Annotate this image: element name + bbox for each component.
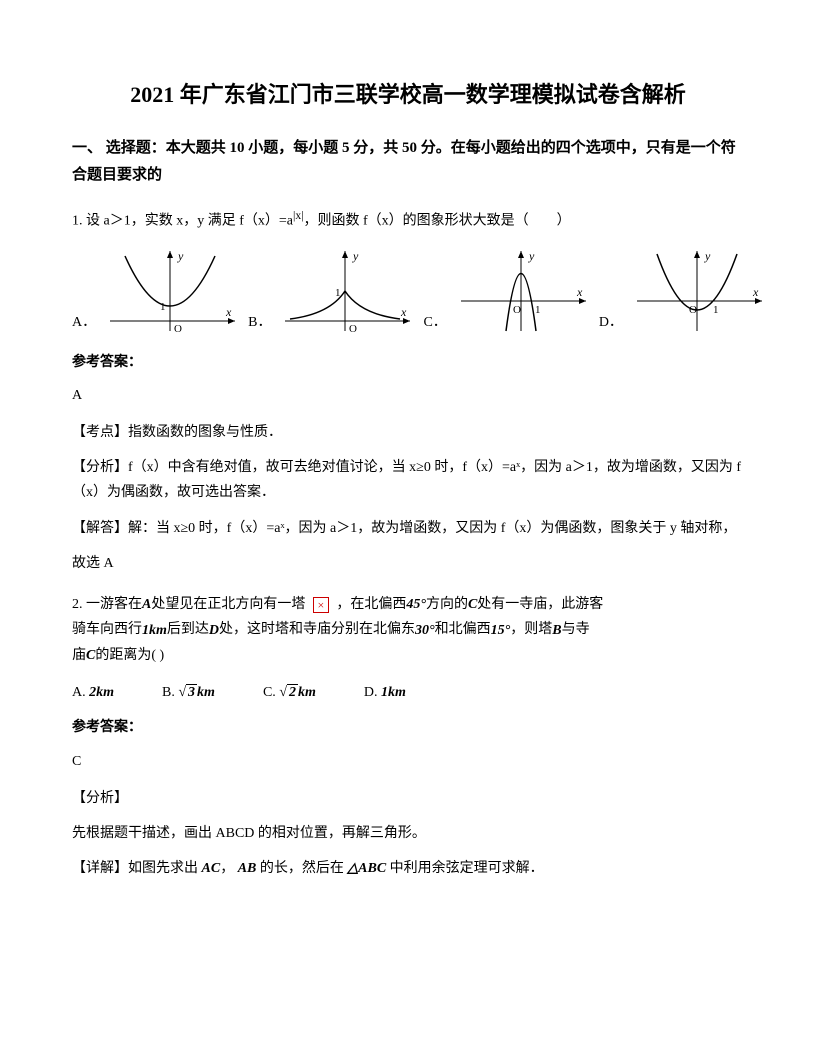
section-header: 一、 选择题：本大题共 10 小题，每小题 5 分，共 50 分。在每小题给出的… [72,135,744,189]
q2-A: A [142,592,151,617]
q2-opt-d: D. 1km [364,680,406,705]
svg-text:1: 1 [335,287,341,299]
graph-c: O 1 y x [451,246,591,336]
q2-C: C [468,592,477,617]
q2-analysis-hdr: 【分析】 [72,786,744,811]
svg-text:1: 1 [713,304,719,316]
graph-a: 1 O y x [100,246,240,336]
q2-opt-a-val: 2km [89,680,114,705]
svg-text:O: O [689,304,697,316]
q1-label-d: D． [599,310,623,335]
q2-options: A. 2km B. √3km C. √2km D. 1km [72,680,744,705]
q2-opt-b-unit: km [197,685,215,700]
q2-opt-c-label: C. [263,685,276,700]
q1-label-b: B． [248,310,271,335]
q2-p13: 的距离为( ) [95,648,164,663]
q2-ang3: 15° [491,618,511,643]
q1-label-a: A． [72,310,96,335]
q1-option-c: C． O 1 y x [423,246,590,336]
q1-stem-sup: |x| [293,209,304,222]
svg-text:x: x [400,305,407,319]
q1-answer: A [72,383,744,408]
q2-opt-b-rad: 3 [186,684,197,700]
svg-text:x: x [752,285,759,299]
q2-AB: AB [238,856,257,881]
q2-opt-c-unit: km [298,685,316,700]
q2-dist: 1km [142,618,167,643]
q2-opt-d-label: D. [364,685,378,700]
svg-text:x: x [225,305,232,319]
svg-text:y: y [528,249,535,263]
q2-detail-p2: 的长，然后在 [260,861,344,876]
q1-solve: 【解答】解：当 x≥0 时，f（x）=aˣ，因为 a＞1，故为增函数，又因为 f… [72,516,744,541]
q2-answer-header: 参考答案： [72,715,744,740]
q2-answer: C [72,749,744,774]
q2-opt-a-label: A. [72,685,86,700]
q2-opt-c: C. √2km [263,680,316,705]
question-2: 2. 一游客在A处望见在正北方向有一塔 × ，在北偏西45°方向的C处有一寺庙，… [72,592,744,668]
q2-p7: 后到达 [167,622,209,637]
q2-ang1: 45° [406,592,426,617]
q2-p12: 庙 [72,648,86,663]
q2-opt-d-val: 1km [381,680,406,705]
svg-text:1: 1 [535,304,541,316]
q2-B: B [552,618,561,643]
q1-label-c: C． [423,310,446,335]
q1-graph-row: A． 1 O y x B． 1 O y x C． [72,246,744,336]
q1-stem-suffix: ，则函数 f（x）的图象形状大致是（ ） [304,213,571,228]
svg-text:x: x [576,285,583,299]
q2-D: D [209,618,219,643]
graph-d: O 1 y x [627,246,767,336]
svg-text:1: 1 [160,301,166,313]
q1-option-a: A． 1 O y x [72,246,240,336]
q1-option-d: D． O 1 y x [599,246,767,336]
q2-p11: 与寺 [562,622,590,637]
q2-p8: 处，这时塔和寺庙分别在北偏东 [219,622,415,637]
q1-option-b: B． 1 O y x [248,246,415,336]
q1-stem-prefix: 1. 设 a＞1，实数 x，y 满足 f（x）=a [72,213,293,228]
graph-b: 1 O y x [275,246,415,336]
svg-text:y: y [177,249,184,263]
q2-p2: 处望见在正北方向有一塔 [151,597,305,612]
q2-C2: C [86,643,95,668]
q2-comma: ， [220,861,234,876]
q2-analysis-body: 先根据题干描述，画出 ABCD 的相对位置，再解三角形。 [72,821,744,846]
svg-text:O: O [174,323,182,335]
q1-analysis: 【分析】f（x）中含有绝对值，故可去绝对值讨论，当 x≥0 时，f（x）=aˣ，… [72,455,744,505]
broken-image-icon: × [313,597,329,613]
q2-opt-b-label: B. [162,685,175,700]
q2-opt-b: B. √3km [162,680,215,705]
q2-ABC: △ABC [347,856,386,881]
q2-p1: 2. 一游客在 [72,597,142,612]
q1-answer-header: 参考答案： [72,350,744,375]
q2-p4: 方向的 [426,597,468,612]
q2-ang2: 30° [415,618,435,643]
q2-p5: 处有一寺庙，此游客 [477,597,603,612]
svg-text:y: y [352,249,359,263]
svg-text:O: O [349,323,357,335]
q2-p9: 和北偏西 [435,622,491,637]
q1-conclude: 故选 A [72,551,744,576]
q2-detail: 【详解】如图先求出 AC， AB 的长，然后在 △ABC 中利用余弦定理可求解． [72,856,744,881]
q2-p10: ，则塔 [510,622,552,637]
q2-opt-c-rad: 2 [287,684,298,700]
q2-opt-a: A. 2km [72,680,114,705]
q2-AC: AC [202,856,221,881]
svg-text:y: y [704,249,711,263]
q2-detail-p3: 中利用余弦定理可求解． [390,861,544,876]
svg-text:O: O [513,304,521,316]
q2-p6: 骑车向西行 [72,622,142,637]
page-title: 2021 年广东省江门市三联学校高一数学理模拟试卷含解析 [72,80,744,111]
q2-p3: ，在北偏西 [336,597,406,612]
q1-exam-point: 【考点】指数函数的图象与性质． [72,420,744,445]
question-1: 1. 设 a＞1，实数 x，y 满足 f（x）=a|x|，则函数 f（x）的图象… [72,205,744,234]
q2-detail-p1: 【详解】如图先求出 [72,861,198,876]
